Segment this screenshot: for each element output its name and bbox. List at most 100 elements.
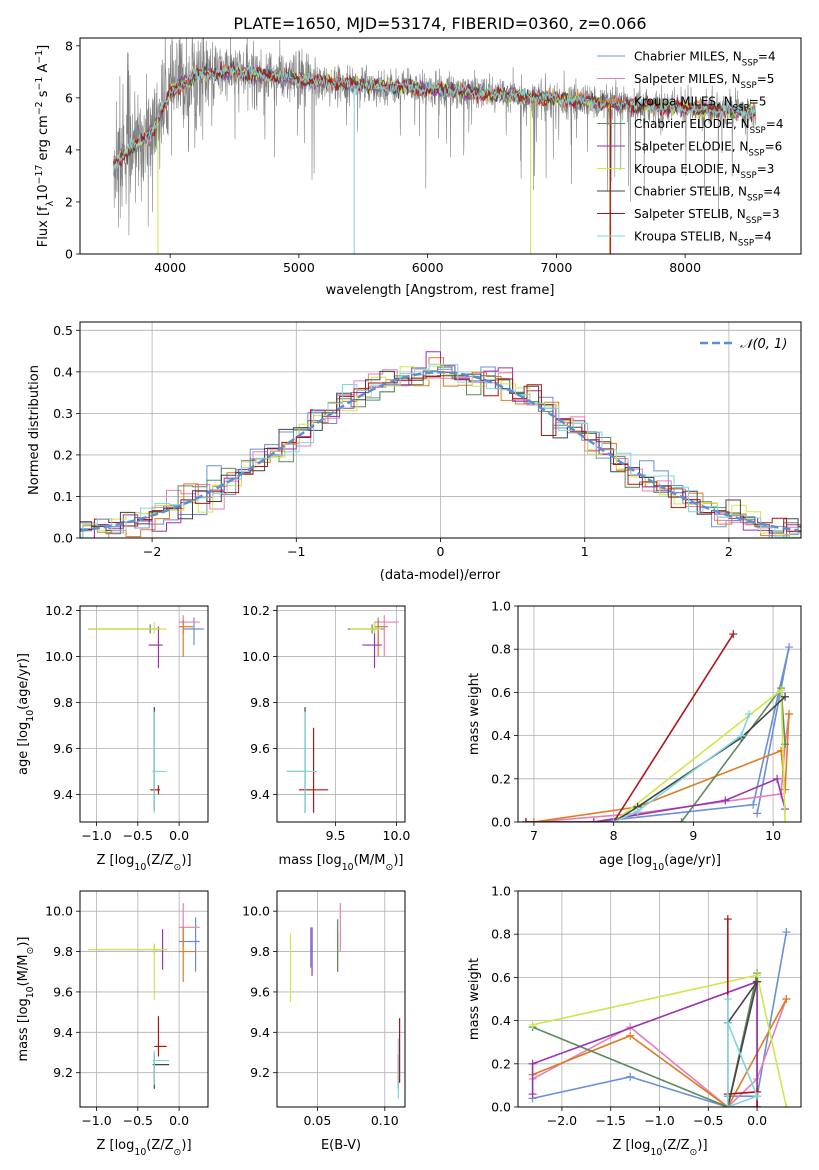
y-tick-label: 10.0: [45, 649, 73, 664]
y-tick-label: 9.6: [250, 741, 270, 756]
legend-entry-kroupa_stelib: Kroupa STELIB, NSSP=4: [634, 230, 772, 249]
legend-entry-salpeter_stelib: Salpeter STELIB, NSSP=3: [634, 207, 780, 226]
x-axis-label: Z [log10(Z/Z⊙)]: [612, 1138, 707, 1158]
weight-marker-kroupa_elodie: [782, 1103, 791, 1107]
x-tick-label: 7000: [540, 260, 572, 275]
weight-line-kroupa_stelib: [727, 999, 759, 1107]
x-tick-label: 9: [689, 828, 697, 843]
plot-area: [88, 903, 200, 1089]
axes-border: [276, 890, 406, 1108]
model-spectrum-kroupa_stelib: [113, 64, 756, 171]
y-axis-label: mass [log10(M/M⊙)]: [16, 937, 36, 1062]
errorbar-salpeter_stelib: [150, 785, 161, 795]
x-tick-label: −1: [287, 544, 305, 559]
weight-marker-chabrier_miles: [626, 1072, 635, 1081]
x-axis-label: mass [log10(M/M⊙)]: [279, 853, 404, 873]
y-axis-label: mass weight: [467, 673, 482, 755]
y-tick-label: 10.0: [242, 904, 270, 919]
errorbar-chabrier_stelib: [286, 707, 308, 813]
weight-marker-chabrier_stelib: [753, 977, 762, 986]
y-tick-label: 9.4: [53, 787, 73, 802]
legend-entry-salpeter_elodie: Salpeter ELODIE, NSSP=6: [634, 140, 782, 159]
y-tick-label: 9.4: [250, 1025, 270, 1040]
y-tick-label: 0.8: [491, 927, 511, 942]
axes-border: [79, 37, 802, 255]
y-tick-label: 9.8: [250, 944, 270, 959]
weight-line-chabrier_stelib: [727, 981, 758, 1107]
y-axis-label: age [log10(age/yr)]: [16, 653, 36, 775]
errorbar-salpeter_miles: [179, 615, 200, 634]
legend-entry-salpeter_miles: Salpeter MILES, NSSP=5: [634, 72, 774, 91]
errorbar-kroupa_elodie: [88, 943, 167, 1001]
weight-marker-kroupa_stelib: [737, 731, 746, 740]
weight-marker-kroupa_elodie: [781, 818, 790, 822]
y-tick-label: 9.4: [250, 787, 270, 802]
y-tick-label: 2: [65, 194, 73, 209]
panel-mass_vs_ebv: 0.05 0.10 9.2 9.4 9.6 9.8 10.0 E(B-V): [242, 890, 406, 1153]
y-tick-label: 9.8: [53, 695, 73, 710]
y-tick-label: 0.4: [53, 364, 73, 379]
panel-mw_vs_age: 7 8 9 10 0.0 0.2 0.4 0.6 0.8 1.0 age [log10(age/yr…: [467, 599, 802, 873]
errorbar-salpeter_elodie: [148, 626, 163, 669]
x-tick-label: 0.0: [169, 828, 189, 843]
weight-marker-salpeter_elodie: [773, 774, 782, 783]
panel-mw_vs_Z: −2.0 −1.5 −1.0 −0.5 0.0 0.0 0.2 0.4 0.6 0.8 1.0 Z […: [467, 884, 802, 1158]
axes-frame: 4000 5000 6000 7000 8000 0 2 4 6 8: [65, 38, 701, 275]
weight-line-chabrier_elodie: [526, 685, 786, 822]
axes-frame: 9.5 10.0 9.4 9.6 9.8 10.0 10.2: [242, 603, 410, 843]
y-tick-label: 9.6: [250, 984, 270, 999]
x-axis-label: Z [log10(Z/Z⊙)]: [96, 853, 191, 873]
weight-marker-salpeter_stelib: [723, 915, 732, 924]
weight-marker-chabrier_stelib: [781, 692, 790, 701]
plot-area: [521, 630, 794, 822]
errorbar-kroupa_elodie: [350, 622, 381, 634]
legend-entry-kroupa_elodie: Kroupa ELODIE, NSSP=3: [634, 162, 774, 181]
weight-line-chabrier_miles: [593, 646, 790, 822]
weight-marker-kroupa_stelib: [723, 995, 732, 1003]
weight-line-salpeter_miles: [532, 998, 788, 1107]
x-axis-label: E(B-V): [321, 1138, 361, 1153]
axes-frame: −1.0 −0.5 0.0 9.2 9.4 9.6 9.8 10.0: [45, 904, 189, 1128]
weight-marker-chabrier_miles: [782, 928, 791, 937]
x-tick-label: 10: [765, 828, 781, 843]
weight-marker-kroupa_stelib: [745, 710, 754, 718]
y-axis-label: mass weight: [467, 958, 482, 1040]
panel-spectrum: 4000 5000 6000 7000 8000 0 2 4 6 8 wavelength [Ang…: [34, 37, 802, 298]
y-tick-label: 9.2: [53, 1065, 73, 1080]
y-tick-label: 9.2: [250, 1065, 270, 1080]
y-tick-label: 1.0: [491, 884, 511, 899]
histogram-kroupa_stelib: [80, 363, 801, 538]
y-tick-label: 9.8: [53, 944, 73, 959]
y-tick-label: 0.6: [491, 685, 511, 700]
axes-border: [79, 890, 209, 1108]
x-tick-label: −1.0: [81, 828, 111, 843]
y-axis-label: Flux [fλ10−17 erg cm−2 s−1 A−1]: [34, 45, 56, 247]
figure-title: PLATE=1650, MJD=53174, FIBERID=0360, z=0…: [233, 14, 646, 33]
errorbar-salpeter_stelib: [298, 727, 329, 813]
panel-age_vs_Z: −1.0 −0.5 0.0 9.4 9.6 9.8 10.0 10.2 Z [log10(Z/Z…: [16, 603, 209, 873]
weight-marker-salpeter_elodie: [528, 1059, 537, 1068]
x-tick-label: 9.5: [326, 828, 346, 843]
errorbar-chabrier_stelib: [152, 1054, 170, 1089]
legend-entry-chabrier_stelib: Chabrier STELIB, NSSP=4: [634, 185, 781, 204]
weight-line-chabrier_stelib: [613, 696, 786, 822]
weight-marker-kroupa_elodie: [528, 1020, 537, 1029]
gaussian-curve: [80, 371, 799, 532]
weight-marker-chabrier_miles: [753, 809, 762, 818]
y-tick-label: 10.2: [45, 603, 73, 618]
plot-area: [113, 38, 757, 254]
y-axis-label: Normed distribution: [27, 365, 42, 495]
x-tick-label: 6000: [412, 260, 444, 275]
legend-entry-chabrier_elodie: Chabrier ELODIE, NSSP=4: [634, 117, 783, 136]
weight-marker-salpeter_stelib: [521, 818, 530, 822]
x-tick-label: 7: [530, 828, 538, 843]
weight-marker-kroupa_miles: [785, 710, 794, 718]
weight-marker-kroupa_miles: [781, 785, 790, 794]
y-tick-label: 0.3: [53, 406, 73, 421]
y-tick-label: 1.0: [491, 599, 511, 614]
errorbar-kroupa_stelib: [286, 711, 318, 813]
weight-marker-salpeter_elodie: [589, 818, 598, 822]
y-tick-label: 0.5: [53, 323, 73, 338]
x-axis-label: age [log10(age/yr)]: [599, 853, 721, 873]
errorbar-kroupa_miles: [374, 619, 388, 657]
